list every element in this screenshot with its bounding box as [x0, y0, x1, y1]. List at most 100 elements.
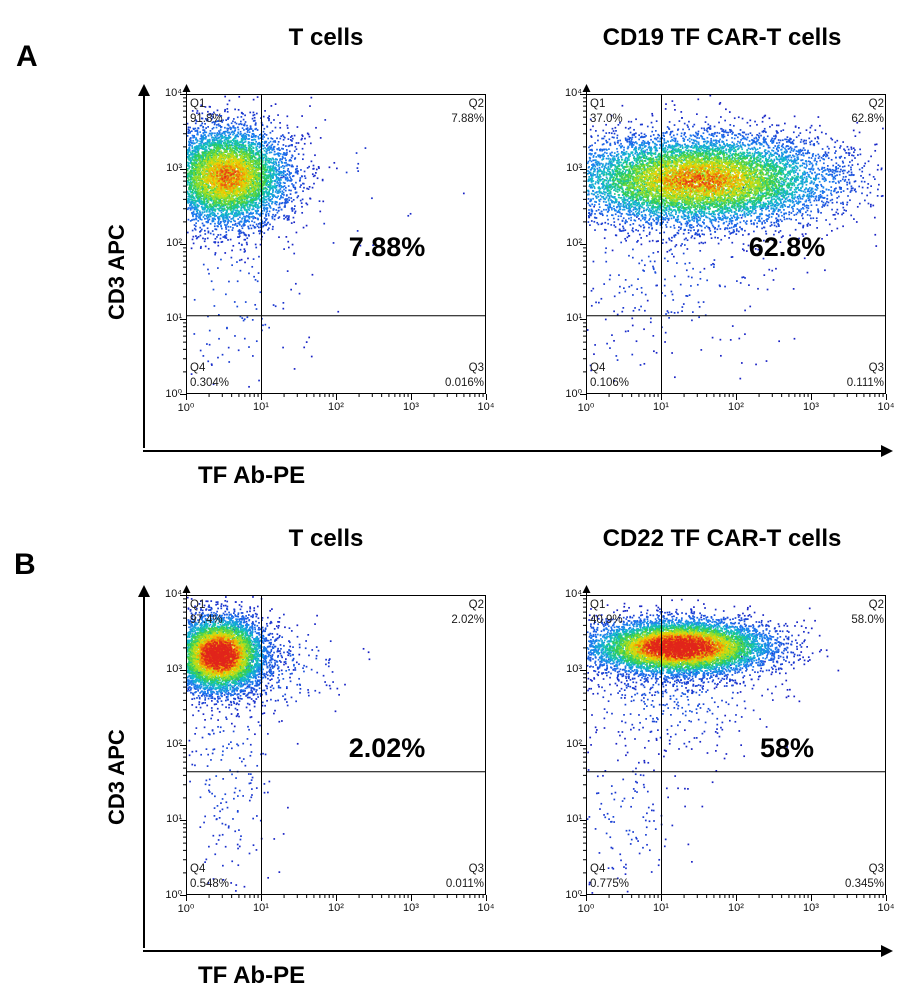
flow-plot-b-cd22-car-t: Q1 40.9% Q2 58.0% Q4 0.775% Q3 0.345% 58… — [552, 585, 894, 925]
gate-percentage-label: 2.02% — [348, 733, 426, 763]
quadrant-q1: Q1 91.8% — [190, 97, 223, 127]
quadrant-q4: Q4 0.304% — [190, 361, 229, 391]
x-axis-arrow-line-b — [143, 950, 881, 952]
scatter-canvas — [552, 585, 892, 915]
quadrant-name: Q4 — [190, 863, 206, 875]
scatter-canvas — [152, 585, 492, 915]
y-axis-label-a: CD3 APC — [104, 224, 129, 320]
x-axis-label-b: TF Ab-PE — [198, 962, 306, 989]
quadrant-q4: Q4 0.106% — [590, 361, 629, 391]
quadrant-value: 0.345% — [844, 878, 884, 890]
y-tick-label: 10¹ — [166, 813, 182, 825]
quadrant-name: Q2 — [468, 98, 484, 110]
y-tick-label: 10² — [166, 738, 182, 750]
x-tick-label: 10¹ — [653, 401, 669, 413]
panel-a-label: A — [16, 40, 38, 73]
x-tick-label: 10² — [328, 401, 344, 413]
scatter-canvas — [552, 84, 892, 414]
x-tick-label: 10³ — [803, 902, 819, 914]
gate-percentage-label: 58% — [759, 733, 815, 763]
gate-percentage-label: 62.8% — [748, 232, 826, 262]
quadrant-q3: Q3 0.111% — [792, 361, 884, 391]
quadrant-value: 97.4% — [190, 614, 223, 626]
plot-title-b-t-cells: T cells — [288, 525, 364, 552]
quadrant-q4: Q4 0.775% — [590, 862, 629, 892]
quadrant-value: 0.111% — [846, 377, 884, 389]
x-axis-arrow-line-a — [143, 450, 881, 452]
quadrant-value: 0.304% — [190, 377, 230, 389]
y-tick-label: 10³ — [566, 663, 582, 675]
x-tick-label: 10⁰ — [577, 402, 595, 414]
quadrant-value: 37.0% — [590, 113, 623, 125]
plot-title-b-cd22-car-t: CD22 TF CAR-T cells — [602, 525, 842, 552]
y-tick-label: 10³ — [166, 162, 182, 174]
plot-title-a-cd19-car-t: CD19 TF CAR-T cells — [602, 24, 842, 51]
x-tick-label: 10¹ — [253, 401, 269, 413]
y-tick-label: 10⁴ — [165, 87, 182, 99]
quadrant-name: Q3 — [468, 362, 484, 374]
y-axis-arrowhead-a — [138, 84, 150, 96]
quadrant-q2: Q2 58.0% — [792, 598, 884, 628]
quadrant-name: Q1 — [590, 98, 606, 110]
y-tick-label: 10¹ — [166, 312, 182, 324]
y-tick-label: 10⁰ — [565, 889, 582, 901]
y-tick-label: 10⁴ — [565, 588, 582, 600]
x-axis-arrowhead-a — [881, 445, 893, 457]
y-tick-label: 10³ — [166, 663, 182, 675]
quadrant-name: Q3 — [468, 863, 484, 875]
x-tick-label: 10¹ — [253, 902, 269, 914]
y-axis-arrow-line-b — [143, 597, 145, 948]
quadrant-value: 0.775% — [590, 878, 630, 890]
quadrant-q3: Q3 0.345% — [792, 862, 884, 892]
quadrant-q2: Q2 7.88% — [392, 97, 484, 127]
quadrant-name: Q1 — [190, 98, 206, 110]
y-tick-label: 10² — [566, 237, 582, 249]
quadrant-name: Q2 — [468, 599, 484, 611]
x-tick-label: 10³ — [403, 401, 419, 413]
quadrant-name: Q4 — [190, 362, 206, 374]
quadrant-name: Q2 — [868, 98, 884, 110]
quadrant-q1: Q1 37.0% — [590, 97, 623, 127]
quadrant-name: Q1 — [190, 599, 206, 611]
y-tick-label: 10⁴ — [565, 87, 582, 99]
x-tick-label: 10³ — [803, 401, 819, 413]
x-tick-label: 10⁴ — [477, 902, 495, 914]
quadrant-value: 0.011% — [445, 878, 484, 890]
flow-plot-a-cd19-car-t: Q1 37.0% Q2 62.8% Q4 0.106% Q3 0.111% 62… — [552, 84, 894, 424]
quadrant-q2: Q2 2.02% — [392, 598, 484, 628]
y-tick-label: 10⁰ — [565, 388, 582, 400]
x-tick-label: 10¹ — [653, 902, 669, 914]
quadrant-q4: Q4 0.548% — [190, 862, 229, 892]
quadrant-value: 0.548% — [190, 878, 230, 890]
flow-plot-b-t-cells: Q1 97.4% Q2 2.02% Q4 0.548% Q3 0.011% 2.… — [152, 585, 494, 925]
quadrant-value: 62.8% — [851, 113, 884, 125]
quadrant-value: 40.9% — [590, 614, 623, 626]
y-tick-label: 10² — [566, 738, 582, 750]
x-tick-label: 10⁴ — [877, 902, 895, 914]
quadrant-value: 2.02% — [451, 614, 484, 626]
y-tick-label: 10¹ — [566, 813, 582, 825]
y-tick-label: 10⁰ — [165, 889, 182, 901]
y-tick-label: 10³ — [566, 162, 582, 174]
plot-title-a-t-cells: T cells — [288, 24, 364, 51]
x-tick-label: 10⁰ — [177, 903, 195, 915]
quadrant-q3: Q3 0.011% — [392, 862, 484, 892]
quadrant-q1: Q1 40.9% — [590, 598, 623, 628]
quadrant-name: Q3 — [868, 863, 884, 875]
x-tick-label: 10³ — [403, 902, 419, 914]
panel-b-label: B — [14, 548, 36, 581]
quadrant-q1: Q1 97.4% — [190, 598, 223, 628]
quadrant-q3: Q3 0.016% — [392, 361, 484, 391]
y-axis-arrow-line-a — [143, 96, 145, 448]
quadrant-value: 0.016% — [444, 377, 484, 389]
gate-percentage-label: 7.88% — [348, 232, 426, 262]
quadrant-name: Q4 — [590, 362, 606, 374]
quadrant-name: Q2 — [868, 599, 884, 611]
x-tick-label: 10⁰ — [177, 402, 195, 414]
x-tick-label: 10⁴ — [477, 401, 495, 413]
y-axis-arrowhead-b — [138, 585, 150, 597]
x-tick-label: 10² — [328, 902, 344, 914]
scatter-canvas — [152, 84, 492, 414]
x-tick-label: 10⁴ — [877, 401, 895, 413]
